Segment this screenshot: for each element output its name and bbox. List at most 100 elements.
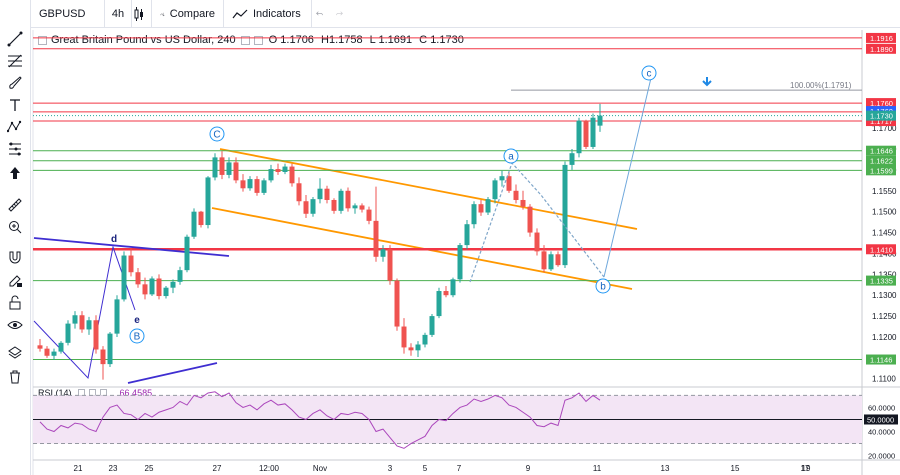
candle-body [457,245,463,280]
symbol-label: GBPUSD [39,7,86,20]
candle-body [464,224,470,246]
candle-body [289,166,295,184]
candle-body [443,291,449,296]
candle-body [597,115,603,126]
candle-body [436,291,442,317]
candle-body [149,278,155,295]
channel-upper-line [219,148,638,230]
time-tick-label: 9 [526,464,531,473]
symbol-search-button[interactable]: GBPUSD [31,0,105,27]
interval-label: 4h [111,7,125,20]
price-tick-label: 1.1200 [872,333,897,342]
purple-trendline-upper [33,237,230,257]
price-tick-label: 1.1700 [872,124,897,133]
indicators-button[interactable]: Indicators [224,0,312,27]
brush-tool[interactable] [6,74,24,92]
hide-drawings-tool[interactable] [6,316,24,334]
candle-body [86,320,92,330]
candle-body [422,334,428,345]
wave-path-left [33,245,136,380]
ruler-tool[interactable] [6,196,24,214]
low-value: 1.1691 [378,34,413,46]
pattern-icon [7,120,22,133]
candle-body [583,120,589,147]
object-tree-tool[interactable] [6,344,24,362]
open-value: 1.1706 [280,34,314,46]
candle-body [233,162,239,181]
candles-icon [134,6,143,21]
text-tool[interactable] [6,96,24,114]
level-price-tag [866,244,896,255]
arrow-cursor-tool[interactable] [6,164,24,182]
time-tick-label: 19 [802,464,811,473]
remove-drawings-tool[interactable] [6,368,24,386]
candle-body [128,255,134,273]
candle-body [254,179,260,193]
zoom-tool[interactable] [6,218,24,236]
forecast-tool[interactable] [6,140,24,158]
wave-path-ab [469,161,605,283]
candle-body [156,278,162,297]
candle-body [478,204,484,213]
fib-100-label: 100.00%(1.1791) [790,81,852,90]
settings-icon[interactable] [253,35,263,45]
high-value: 1.1758 [328,34,363,46]
rsi-close-icon[interactable] [100,389,108,396]
candle-body [205,177,211,226]
layers-icon [8,346,22,359]
pattern-tool[interactable] [6,118,24,136]
interval-button[interactable]: 4h [105,0,132,27]
level-price-tag [866,354,896,365]
candle-body [352,205,358,209]
time-tick-label: 13 [661,464,670,473]
fib-tool[interactable] [6,52,24,70]
brush-icon [9,76,22,89]
candle-body [359,205,365,210]
candle-body [212,157,218,178]
price-tick-label: 1.1500 [872,208,897,217]
rsi-tick-label: 60.0000 [868,403,895,412]
trendline-tool[interactable] [6,30,24,48]
candle-body [79,315,85,330]
top-toolbar: GBPUSD 4h Compare Indicators [0,0,900,28]
rsi-hide-icon[interactable] [78,389,86,396]
undo-button[interactable] [312,0,332,27]
collapse-icon[interactable] [38,35,47,45]
redo-button[interactable] [332,0,352,27]
candle-body [93,320,99,350]
wave-label-C: C [213,130,220,141]
magnet-icon [9,251,21,264]
wave-label-b-circle [595,278,611,294]
candle-body [198,211,204,226]
compare-button[interactable]: Compare [152,0,224,27]
candle-body [107,333,113,365]
forecast-icon [9,142,21,156]
candle-body [366,209,372,221]
price-tick-label: 1.1600 [872,166,897,175]
chart-style-button[interactable] [132,0,152,27]
level-price-label: 1.1890 [870,45,893,54]
hide-series-icon[interactable] [240,35,250,45]
price-tick-label: 1.1550 [872,187,897,196]
candle-body [394,280,400,327]
time-tick-label: 23 [109,464,118,473]
time-tick-label: Nov [313,464,327,473]
candle-body [184,236,190,271]
redo-icon [336,10,343,15]
candle-body [51,351,57,356]
rsi-tick-label: 50.0000 [867,415,894,424]
time-tick-label: 3 [388,464,393,473]
rsi-settings-icon[interactable] [89,389,97,396]
arrow-up-icon [10,167,20,179]
trendline-icon [7,31,23,47]
magnet-tool[interactable] [6,248,24,266]
candle-body [163,287,169,297]
candle-body [219,157,225,175]
stay-in-drawing-tool[interactable] [6,272,24,290]
candle-body [331,199,337,211]
lock-drawings-tool[interactable] [6,294,24,312]
time-tick-label: 11 [593,464,602,473]
candle-body [415,344,421,351]
level-price-label: 1.1335 [870,277,893,286]
